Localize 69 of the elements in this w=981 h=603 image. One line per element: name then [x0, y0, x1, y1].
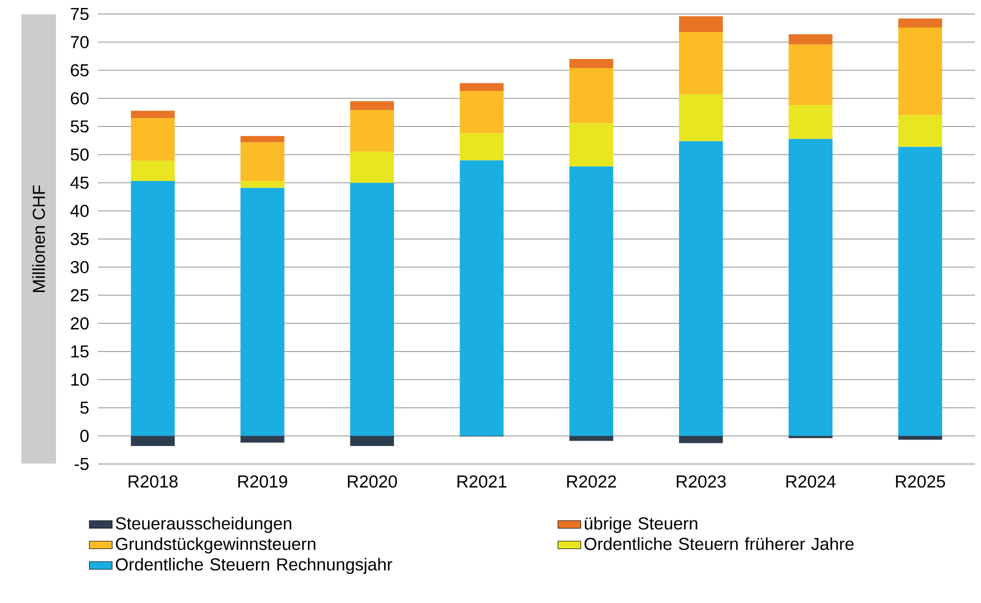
y-tick-label: 70 — [70, 36, 89, 48]
bar — [788, 44, 832, 106]
bar — [898, 18, 942, 28]
bar — [569, 123, 614, 166]
bar — [350, 110, 394, 152]
x-tick-label: R2021 — [458, 475, 506, 488]
legend-label: Grundstückgewinnsteuern — [116, 537, 316, 554]
bar — [788, 138, 832, 436]
x-tick-label: R2023 — [676, 475, 726, 488]
y-tick-label: 75 — [70, 8, 89, 20]
legend-label: übrige Steuern — [584, 516, 698, 534]
y-tick-label: 20 — [70, 317, 89, 330]
bar — [569, 68, 614, 124]
x-tick-label: R2018 — [128, 475, 178, 488]
bar — [569, 166, 614, 436]
bar — [898, 146, 942, 436]
bar — [240, 188, 284, 436]
y-tick-label: 25 — [70, 289, 89, 302]
y-tick-label: 30 — [70, 260, 89, 274]
bar — [898, 115, 942, 147]
bar — [460, 91, 504, 134]
bar — [350, 182, 394, 436]
bar — [460, 83, 504, 92]
y-tick-label: -5 — [74, 458, 89, 470]
bar — [350, 101, 394, 110]
bar — [130, 118, 175, 161]
bar — [130, 160, 175, 182]
bar — [679, 436, 723, 444]
x-tick-label: R2025 — [896, 475, 945, 488]
bar — [569, 436, 614, 441]
legend-label: Ordentliche Steuern Rechnungsjahr — [116, 558, 392, 574]
bar — [679, 94, 723, 142]
y-tick-label: 65 — [70, 64, 89, 76]
bar — [240, 142, 284, 182]
bar — [788, 34, 832, 44]
x-tick-label: R2022 — [567, 475, 616, 488]
bar — [130, 110, 175, 118]
x-tick-label: R2024 — [786, 475, 836, 488]
legend-label: Ordentliche Steuern früherer Jahre — [584, 537, 854, 550]
y-tick-label: 15 — [71, 345, 89, 358]
legend-label: Steuerausscheidungen — [116, 516, 292, 534]
y-tick-label: 50 — [70, 148, 89, 161]
bar — [240, 436, 284, 443]
bar — [898, 27, 942, 116]
y-tick-label: 40 — [70, 204, 89, 218]
bar — [569, 58, 614, 68]
bar — [679, 16, 723, 32]
bar — [460, 133, 504, 160]
y-tick-label: 60 — [70, 92, 89, 105]
y-tick-label: 55 — [70, 120, 89, 133]
bar — [898, 436, 942, 440]
bar — [240, 136, 284, 142]
y-axis-title: Millionen CHF — [32, 185, 45, 292]
y-tick-label: 10 — [71, 373, 89, 386]
bar — [679, 141, 723, 436]
bar — [350, 152, 394, 183]
y-tick-label: 35 — [70, 232, 89, 246]
bar — [240, 181, 284, 188]
y-tick-label: 0 — [80, 430, 89, 442]
bar — [350, 436, 394, 446]
y-tick-label: 45 — [70, 176, 89, 189]
x-tick-label: R2020 — [348, 475, 397, 488]
bar — [130, 436, 175, 446]
bar — [679, 32, 723, 94]
x-tick-label: R2019 — [238, 475, 288, 488]
bar — [788, 105, 832, 139]
bar — [460, 160, 504, 436]
y-tick-label: 5 — [80, 402, 89, 414]
bar — [130, 181, 175, 436]
